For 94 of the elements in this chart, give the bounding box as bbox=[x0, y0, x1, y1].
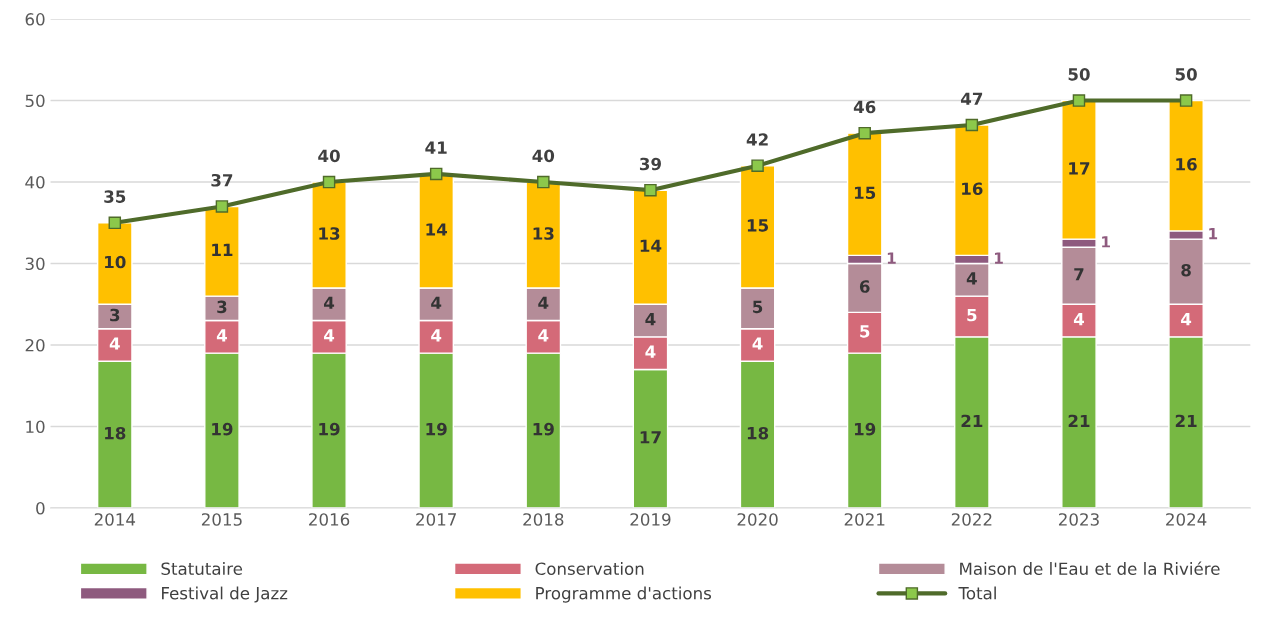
data-label: 4 bbox=[645, 345, 656, 358]
data-label: 3 bbox=[110, 308, 120, 322]
data-label: 42 bbox=[746, 133, 768, 146]
x-tick-label: 2018 bbox=[523, 513, 564, 526]
legend-label: Maison de l'Eau et de la Riviére bbox=[960, 561, 1220, 576]
data-label: 1 bbox=[1102, 236, 1110, 248]
x-tick-label: 2021 bbox=[844, 513, 885, 526]
point bbox=[322, 175, 336, 189]
x-tick-label: 2016 bbox=[309, 513, 350, 526]
data-label: 16 bbox=[1176, 157, 1197, 171]
y-tick-label: 50 bbox=[25, 94, 45, 108]
data-label: 4 bbox=[645, 313, 656, 326]
data-label: 14 bbox=[426, 223, 448, 236]
y-tick-label: 0 bbox=[36, 501, 45, 515]
legend-label: Total bbox=[958, 586, 996, 600]
data-label: 7 bbox=[1074, 268, 1084, 281]
data-label: 37 bbox=[211, 173, 233, 187]
data-label: 39 bbox=[639, 157, 661, 171]
point bbox=[751, 159, 764, 172]
data-label: 4 bbox=[109, 337, 120, 350]
point bbox=[429, 167, 443, 181]
point bbox=[108, 216, 122, 230]
data-label: 40 bbox=[318, 149, 340, 163]
data-label: 4 bbox=[1073, 313, 1084, 326]
data-label: 19 bbox=[426, 422, 447, 436]
data-label: 4 bbox=[966, 272, 977, 285]
data-label: 21 bbox=[961, 414, 983, 428]
point bbox=[965, 118, 979, 132]
x-tick-label: 2015 bbox=[201, 513, 242, 526]
data-label: 47 bbox=[960, 92, 983, 105]
point bbox=[537, 175, 550, 189]
x-tick-label: 2024 bbox=[1166, 513, 1207, 526]
data-label: 19 bbox=[319, 422, 340, 436]
data-label: 16 bbox=[962, 182, 983, 196]
y-tick-label: 20 bbox=[25, 338, 45, 352]
data-label: 6 bbox=[859, 280, 870, 293]
data-label: 19 bbox=[212, 422, 233, 436]
data-label: 1 bbox=[1209, 228, 1218, 240]
data-label: 19 bbox=[854, 422, 876, 436]
x-tick-label: 2020 bbox=[737, 513, 778, 526]
data-label: 1 bbox=[994, 252, 1003, 264]
data-label: 35 bbox=[104, 190, 126, 203]
point bbox=[1072, 94, 1086, 107]
data-label: 4 bbox=[216, 329, 227, 342]
data-label: 13 bbox=[533, 227, 554, 240]
data-label: 17 bbox=[1069, 162, 1090, 175]
data-label: 5 bbox=[860, 325, 870, 338]
data-label: 19 bbox=[533, 422, 554, 436]
x-tick-label: 2017 bbox=[416, 513, 456, 526]
legend-label: Programme d'actions bbox=[536, 586, 712, 603]
data-label: 5 bbox=[753, 300, 763, 314]
data-label: 5 bbox=[967, 308, 977, 322]
y-tick-label: 60 bbox=[25, 13, 45, 26]
data-label: 4 bbox=[1181, 313, 1192, 326]
x-tick-label: 2022 bbox=[951, 513, 992, 526]
data-label: 4 bbox=[431, 329, 442, 342]
x-tick-label: 2014 bbox=[94, 513, 136, 526]
data-label: 46 bbox=[853, 100, 876, 114]
y-tick-label: 40 bbox=[25, 176, 45, 189]
data-label: 14 bbox=[640, 239, 662, 252]
data-label: 13 bbox=[319, 227, 340, 240]
data-label: 4 bbox=[538, 329, 549, 342]
data-label: 4 bbox=[538, 296, 549, 309]
data-label: 18 bbox=[747, 426, 769, 440]
data-label: 40 bbox=[532, 149, 555, 163]
point bbox=[858, 126, 871, 140]
data-label: 3 bbox=[217, 300, 227, 314]
data-label: 4 bbox=[431, 296, 442, 309]
data-label: 10 bbox=[105, 255, 126, 269]
data-label: 50 bbox=[1175, 68, 1197, 81]
data-label: 17 bbox=[640, 431, 661, 444]
legend-label: Festival de Jazz bbox=[162, 586, 288, 603]
y-tick-label: 30 bbox=[25, 257, 45, 271]
data-label: 18 bbox=[105, 426, 126, 440]
y-tick-label: 10 bbox=[26, 420, 45, 434]
point bbox=[215, 200, 229, 213]
x-tick-label: 2019 bbox=[630, 513, 671, 526]
data-label: 1 bbox=[887, 252, 896, 264]
legend-label: Statutaire bbox=[161, 562, 243, 576]
data-label: 4 bbox=[324, 329, 335, 342]
data-label: 4 bbox=[324, 296, 335, 309]
data-label: 15 bbox=[747, 219, 769, 232]
data-label: 15 bbox=[854, 186, 876, 200]
data-label: 21 bbox=[1175, 414, 1197, 428]
data-label: 41 bbox=[425, 141, 447, 154]
x-tick-label: 2023 bbox=[1058, 513, 1099, 526]
data-label: 8 bbox=[1181, 263, 1191, 277]
point bbox=[1179, 94, 1193, 107]
data-label: 50 bbox=[1068, 68, 1090, 81]
legend-label: Conservation bbox=[535, 562, 644, 576]
data-label: 21 bbox=[1068, 414, 1090, 428]
point bbox=[644, 183, 657, 197]
data-label: 4 bbox=[752, 337, 763, 350]
data-label: 11 bbox=[212, 243, 233, 256]
